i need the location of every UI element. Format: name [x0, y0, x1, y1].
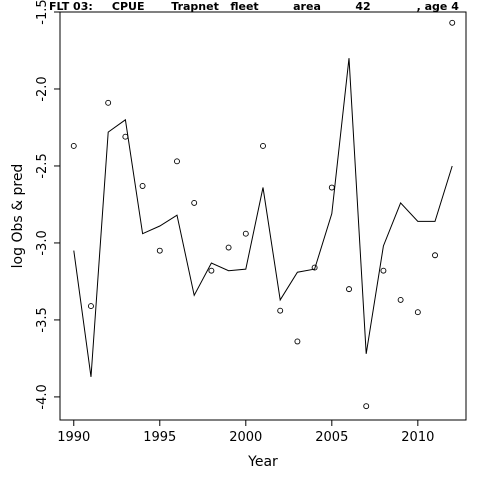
chart-title: FLT 03: CPUE Trapnet fleet area 42 , age…	[49, 0, 459, 13]
observed-point	[70, 142, 77, 149]
observed-point	[208, 267, 215, 274]
y-tick-label: -4.0	[35, 384, 50, 409]
y-tick-label: -1.5	[35, 0, 50, 25]
observed-point	[242, 230, 249, 237]
plot-frame	[59, 11, 467, 421]
observed-point	[156, 247, 163, 254]
y-tick-label: -2.5	[35, 153, 50, 178]
y-tick-label: -2.0	[35, 76, 50, 101]
observed-point	[88, 303, 94, 310]
observed-point	[260, 142, 266, 149]
observed-point	[380, 267, 387, 274]
observed-point	[311, 264, 318, 271]
observed-point	[449, 19, 456, 26]
observed-point	[294, 338, 301, 345]
y-axis: -4.0 -3.5 -3.0 -2.5 -2.0 -1.5	[35, 0, 60, 410]
x-tick-label: 1990	[57, 430, 90, 445]
x-tick-label: 2000	[229, 430, 262, 445]
observed-points-series	[70, 19, 456, 410]
y-tick-label: -3.5	[35, 307, 50, 332]
x-tick-label: 2010	[401, 430, 434, 445]
observed-point	[328, 184, 335, 191]
x-tick-label: 1995	[143, 430, 176, 445]
x-axis: 1990 1995 2000 2005 2010	[57, 420, 434, 445]
observed-point	[397, 296, 404, 303]
x-axis-label: Year	[247, 454, 278, 470]
observed-point	[346, 286, 352, 293]
y-tick-label: -3.0	[35, 230, 50, 255]
observed-point	[363, 403, 370, 410]
observed-point	[414, 309, 421, 316]
observed-point	[174, 158, 180, 165]
predicted-line	[73, 58, 453, 377]
observed-point	[191, 199, 198, 206]
observed-point	[105, 99, 112, 106]
observed-point	[122, 133, 129, 140]
x-tick-label: 2005	[315, 430, 348, 445]
observed-point	[139, 183, 146, 189]
observed-point	[277, 307, 284, 314]
predicted-line-series	[73, 58, 453, 377]
observed-point	[432, 252, 438, 259]
y-axis-label: log Obs & pred	[10, 164, 26, 269]
observed-point	[225, 244, 232, 251]
